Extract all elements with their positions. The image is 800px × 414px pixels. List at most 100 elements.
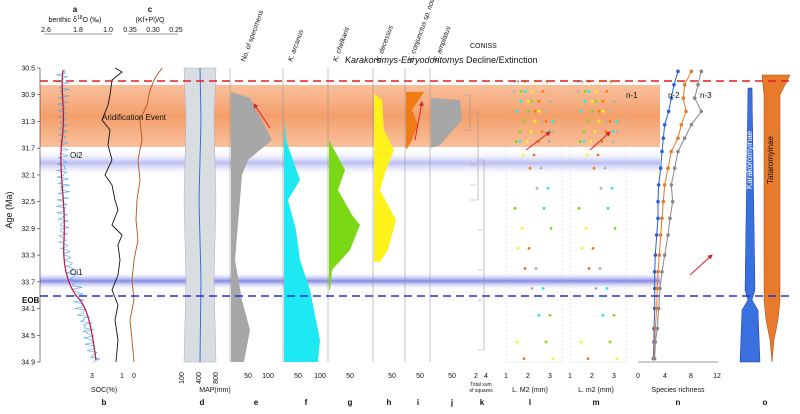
- measurement-dot: [516, 247, 520, 250]
- panel-b-tick: 1: [120, 373, 124, 380]
- panel-l-tick: 2: [526, 373, 530, 380]
- measurement-dot: [586, 357, 590, 361]
- y-tick-label: 30.5: [21, 66, 35, 73]
- measurement-dot: [594, 100, 598, 103]
- y-tick-label: 34.1: [21, 306, 35, 313]
- richness-point-n-3: [672, 166, 677, 171]
- richness-point-n-1: [656, 183, 661, 187]
- measurement-dot: [535, 186, 539, 190]
- richness-point-n-2: [660, 216, 664, 221]
- richness-point-n-2: [669, 149, 674, 154]
- panel-a-letter: a: [73, 5, 78, 14]
- measurement-dot: [583, 100, 587, 103]
- measurement-dot: [579, 110, 583, 113]
- panel-b-tick: 3: [90, 373, 94, 380]
- measurement-dot: [542, 206, 546, 210]
- panel-m-tick: 1: [568, 373, 572, 380]
- panel-d: 100 400 800 MAP(mm) d: [179, 67, 231, 407]
- richness-point-n-2: [676, 136, 680, 140]
- panel-l-tick: 3: [548, 373, 552, 380]
- panel-a-tick: 1.0: [103, 27, 113, 34]
- panel-d-tick: 800: [213, 372, 220, 384]
- measurement-dot: [596, 153, 600, 157]
- y-tick-label: 32.1: [21, 172, 35, 179]
- richness-point-n-2: [658, 233, 663, 237]
- richness-point-n-2: [656, 269, 660, 274]
- panel-c-tick: 0.30: [146, 27, 160, 34]
- panel-h-letter: h: [387, 398, 392, 407]
- measurement-dot: [584, 226, 588, 230]
- richness-arrow: [689, 254, 713, 276]
- measurement-dot: [520, 226, 524, 230]
- panel-o: Karakoromyinae Tataromyinae o: [739, 74, 791, 407]
- oi2-band: [40, 150, 660, 176]
- measurement-dot: [613, 226, 617, 230]
- y-tick-label: 33.3: [21, 253, 35, 260]
- measurement-dot: [544, 110, 548, 113]
- panel-j-tick: 50: [448, 373, 456, 380]
- measurement-dot: [518, 130, 522, 133]
- panel-j-letter: j: [450, 398, 453, 407]
- panel-m-tick: 2: [590, 373, 594, 380]
- measurement-dot: [612, 100, 616, 103]
- measurement-dot: [544, 120, 548, 123]
- panel-g: K. chelkaris 50 g: [329, 26, 360, 407]
- measurement-dot: [582, 140, 586, 143]
- panel-d-tick: 400: [196, 372, 203, 384]
- panel-j: E. amplatus 50 j: [431, 25, 462, 407]
- richness-point-n-2: [666, 166, 670, 171]
- measurement-dot: [578, 140, 582, 143]
- aridification-label: Aridification Event: [102, 113, 167, 122]
- measurement-dot: [540, 130, 544, 133]
- richness-point-n-2: [657, 253, 662, 257]
- measurement-dot: [515, 340, 519, 344]
- measurement-dot: [587, 89, 591, 93]
- measurement-dot: [576, 89, 580, 93]
- measurement-dot: [532, 153, 536, 157]
- oi1-label: Oi1: [70, 268, 83, 277]
- tataromyinae-spindle: [761, 74, 791, 363]
- panel-k-letter: k: [480, 398, 485, 407]
- richness-point-n-1: [652, 269, 657, 274]
- coniss-dendrogram: [464, 94, 485, 351]
- measurement-dot: [519, 89, 523, 93]
- measurement-dot: [549, 226, 553, 230]
- species-richness-series: [651, 69, 704, 361]
- panel-i-tick: 50: [416, 373, 424, 380]
- measurement-dot: [522, 120, 526, 123]
- measurement-dot: [533, 110, 537, 113]
- measurement-dot: [526, 110, 530, 113]
- measurement-dot: [600, 140, 604, 143]
- measurement-dot: [541, 287, 545, 290]
- panel-n-letter: n: [676, 398, 681, 407]
- richness-point-n-3: [699, 69, 704, 74]
- panel-c-tick: 0.25: [169, 27, 183, 34]
- richness-point-n-2: [682, 82, 687, 87]
- amplatus-area: [431, 98, 462, 148]
- y-axis: 30.5 30.9 31.3 31.7 32.1 32.5 32.9 33.3 33.7 34.1…: [21, 66, 41, 367]
- measurement-dot: [537, 100, 541, 103]
- measurement-dot: [516, 79, 520, 83]
- measurement-dot: [594, 89, 598, 93]
- richness-point-n-2: [689, 69, 694, 74]
- y-tick-label: 31.7: [21, 146, 35, 153]
- oi2-label: Oi2: [70, 151, 83, 160]
- eob-label: EOB: [22, 296, 40, 305]
- measurement-dot: [585, 153, 589, 157]
- measurement-dot: [592, 166, 596, 170]
- measurement-dot: [533, 120, 537, 123]
- measurement-dot: [530, 287, 534, 290]
- richness-point-n-2: [681, 96, 686, 100]
- measurement-dot: [515, 110, 519, 113]
- measurement-dot: [591, 247, 595, 250]
- panel-b-axis-label: SOC(%): [91, 387, 117, 394]
- measurement-dot: [615, 120, 619, 123]
- measurement-dot: [587, 267, 591, 270]
- series-label-n3: n-3: [700, 91, 712, 100]
- panel-i-letter: i: [417, 398, 419, 407]
- measurement-dot: [590, 110, 594, 113]
- richness-point-n-2: [662, 183, 667, 187]
- y-tick-label: 30.9: [21, 92, 35, 99]
- richness-point-n-3: [670, 199, 675, 204]
